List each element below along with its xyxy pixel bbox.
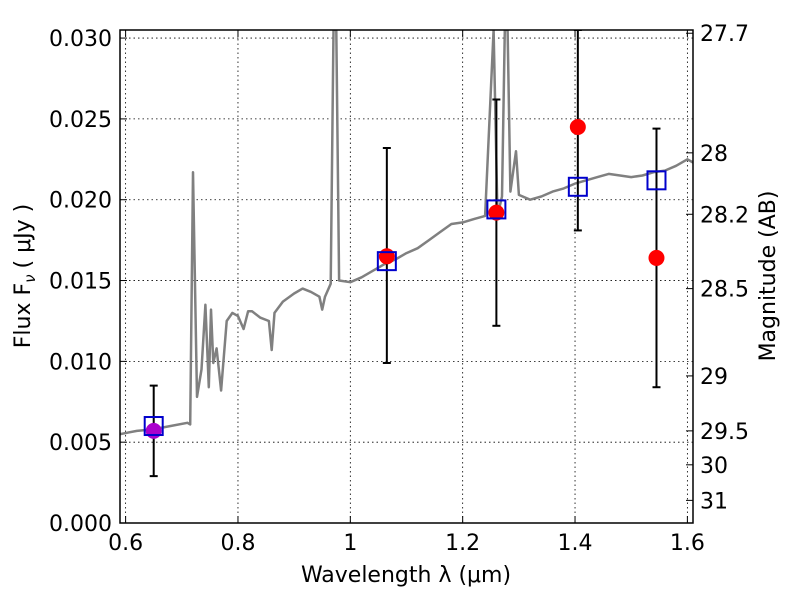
data-point bbox=[378, 248, 395, 265]
y-tick-label: 0.015 bbox=[49, 270, 112, 295]
y2-tick-label: 29.5 bbox=[700, 420, 749, 445]
y2-axis-label: Magnitude (AB) bbox=[756, 191, 781, 362]
plot-layer bbox=[120, 30, 693, 478]
y2-tick-label: 28 bbox=[700, 142, 728, 167]
axis-layer: 0.6 0.8 1 1.2 1.4 1.6 0.000 0.005 0.010 0.015 0.02… bbox=[49, 22, 749, 556]
x-axis-label: Wavelength λ (μm) bbox=[301, 563, 511, 588]
y-tick-label: 0.025 bbox=[49, 108, 112, 133]
y-axis-label: Flux Fν ( μJy ) bbox=[11, 204, 39, 348]
y-tick-label: 0.000 bbox=[49, 512, 112, 537]
spectrum-line bbox=[120, 30, 693, 436]
data-point bbox=[569, 118, 586, 135]
x-tick-label: 1 bbox=[343, 531, 357, 556]
x-tick-label: 0.6 bbox=[108, 531, 143, 556]
model-square-marker bbox=[646, 170, 667, 191]
x-tick-label: 1.6 bbox=[670, 531, 705, 556]
y-tick-label: 0.005 bbox=[49, 431, 112, 456]
y-axis-label-sub: ν bbox=[21, 274, 39, 282]
x-tick-label: 0.8 bbox=[220, 531, 255, 556]
y-tick-label: 0.010 bbox=[49, 350, 112, 375]
grid-layer bbox=[120, 30, 693, 524]
y2-tick-label: 30 bbox=[700, 454, 728, 479]
y2-tick-label: 31 bbox=[700, 489, 728, 514]
y-tick-label: 0.030 bbox=[49, 27, 112, 52]
svg-text:Flux Fν( μJy ): Flux Fν ( μJy ) bbox=[11, 204, 39, 348]
data-point bbox=[648, 249, 665, 266]
plot-frame bbox=[119, 29, 694, 524]
model-square-marker bbox=[486, 199, 507, 220]
y-tick-label: 0.020 bbox=[49, 189, 112, 214]
data-point bbox=[145, 422, 162, 439]
x-tick-label: 1.4 bbox=[558, 531, 593, 556]
model-square-marker bbox=[376, 251, 397, 272]
data-point bbox=[488, 204, 505, 221]
y-axis-label-text: Flux F bbox=[11, 283, 36, 348]
x-tick-label: 1.2 bbox=[445, 531, 480, 556]
y2-tick-label: 28.5 bbox=[700, 278, 749, 303]
model-square-marker bbox=[143, 416, 164, 437]
model-square-marker bbox=[567, 176, 588, 197]
y-axis-label-units: ( μJy ) bbox=[11, 204, 36, 269]
y2-tick-label: 28.2 bbox=[700, 203, 749, 228]
y2-tick-label: 27.7 bbox=[700, 22, 749, 47]
y2-tick-label: 29 bbox=[700, 365, 728, 390]
